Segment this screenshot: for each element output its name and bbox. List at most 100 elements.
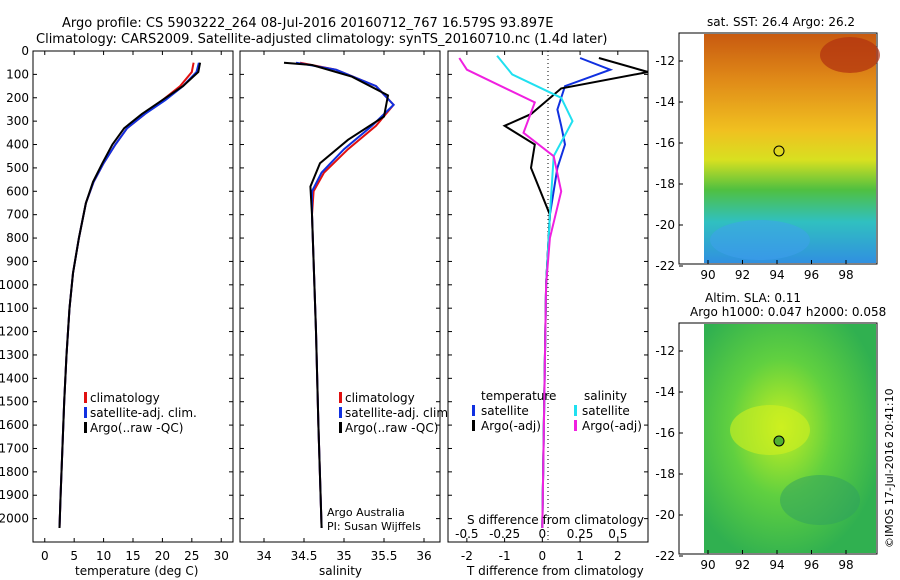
map-y-tick-label: -14: [655, 385, 675, 399]
y-tick-label: 400: [6, 138, 29, 152]
x-tick-label: -2: [461, 549, 473, 563]
y-tick-label: 1600: [0, 418, 29, 432]
map-x-tick-label: 92: [735, 558, 750, 572]
map-x-tick-label: 90: [700, 558, 715, 572]
map-x-tick-label: 94: [769, 268, 784, 282]
annotation-pi: PI: Susan Wijffels: [327, 520, 421, 533]
sst-map-title: sat. SST: 26.4 Argo: 26.2: [707, 15, 855, 29]
temperature-legend: climatology satellite-adj. clim. Argo(..…: [84, 391, 197, 435]
s-tick-label: 0.5: [608, 527, 627, 541]
x-tick-label: 2: [614, 549, 622, 563]
map-x-tick-label: 92: [735, 268, 750, 282]
footer-timestamp: ©IMOS 17-Jul-2016 20:41:10: [883, 388, 896, 548]
salinity-legend: climatology satellite-adj. clim. Argo(..…: [339, 391, 452, 435]
y-tick-label: 1100: [0, 301, 29, 315]
x-tick-label: 0: [41, 549, 49, 563]
series-line-argo-raw-qc-: [58, 62, 202, 529]
difference-plot-frame: [447, 50, 649, 543]
header-line2: Climatology: CARS2009. Satellite-adjuste…: [36, 32, 608, 47]
difference-legend: temperature salinity satellite Argo(-adj…: [472, 389, 642, 433]
map-y-tick-label: -16: [655, 426, 675, 440]
legend-label-sal-satellite: satellite: [582, 404, 630, 418]
sla-map-title1: Altim. SLA: 0.11: [705, 291, 801, 305]
sla-low-patch: [780, 475, 860, 525]
x-tick-label: 34.5: [291, 549, 318, 563]
legend-label-argo: Argo(..raw -QC): [345, 421, 438, 435]
header-line1: Argo profile: CS 5903222_264 08-Jul-2016…: [62, 16, 553, 31]
legend-label-satellite: satellite-adj. clim.: [90, 406, 197, 420]
y-tick-label: 200: [6, 91, 29, 105]
legend-label-climatology: climatology: [345, 391, 415, 405]
map-x-tick-label: 96: [804, 558, 819, 572]
y-tick-label: 1500: [0, 395, 29, 409]
series-line-salinity-argo-adj-: [458, 57, 563, 529]
legend-swatch-satellite: [339, 407, 342, 418]
salinity-xlabel: salinity: [319, 564, 362, 578]
x-tick-label: 36: [416, 549, 431, 563]
map-x-tick-label: 98: [838, 268, 853, 282]
sla-map-title2: Argo h1000: 0.047 h2000: 0.058: [690, 305, 886, 319]
legend-label-argo: Argo(..raw -QC): [90, 421, 183, 435]
map-x-tick-label: 96: [804, 268, 819, 282]
map-y-tick-label: -18: [655, 467, 675, 481]
legend-swatch-climatology: [339, 392, 342, 403]
map-y-tick-label: -22: [655, 259, 675, 273]
x-tick-label: 30: [214, 549, 229, 563]
x-tick-label: 34: [256, 549, 271, 563]
series-line-argo-raw-qc-: [283, 61, 390, 529]
y-tick-label: 1300: [0, 348, 29, 362]
legend-swatch-temp-satellite: [472, 405, 475, 416]
s-difference-xlabel: S difference from climatology: [467, 513, 644, 527]
argo-location-marker: [773, 145, 785, 157]
legend-swatch-sal-satellite: [574, 405, 577, 416]
y-tick-label: 900: [6, 254, 29, 268]
y-tick-label: 100: [6, 67, 29, 81]
t-difference-xlabel: T difference from climatology: [466, 564, 644, 578]
legend-label-satellite: satellite-adj. clim.: [345, 406, 452, 420]
map-x-tick-label: 98: [838, 558, 853, 572]
map-y-tick-label: -12: [655, 344, 675, 358]
s-tick-label: 0.25: [567, 527, 594, 541]
y-tick-label: 1000: [0, 278, 29, 292]
legend-header-temperature: temperature: [481, 389, 556, 403]
temperature-panel: 0100200300400500600700800900100011001200…: [0, 44, 234, 578]
y-tick-label: 600: [6, 184, 29, 198]
y-tick-label: 1200: [0, 325, 29, 339]
x-tick-label: 5: [70, 549, 78, 563]
map-y-tick-label: -20: [655, 218, 675, 232]
map-y-tick-label: -16: [655, 136, 675, 150]
x-tick-label: 25: [184, 549, 199, 563]
difference-panel: -2 -1 0 1 2 -0.5 -0.25 0 0.25 0.5 temperature sal…: [447, 50, 649, 578]
s-tick-label: -0.5: [455, 527, 478, 541]
sla-high-patch: [730, 405, 810, 455]
y-tick-label: 300: [6, 114, 29, 128]
legend-label-sal-argo: Argo(-adj): [582, 419, 642, 433]
sla-map: Altim. SLA: 0.11 Argo h1000: 0.047 h2000…: [655, 291, 886, 572]
x-tick-label: 20: [155, 549, 170, 563]
annotation-argo-australia: Argo Australia: [327, 506, 405, 519]
legend-swatch-climatology: [84, 392, 87, 403]
y-tick-label: 800: [6, 231, 29, 245]
x-tick-label: 35.5: [371, 549, 398, 563]
x-tick-label: 15: [125, 549, 140, 563]
y-tick-label: 2000: [0, 512, 29, 526]
x-tick-label: 35: [336, 549, 351, 563]
s-tick-label: 0: [539, 527, 547, 541]
map-y-tick-label: -12: [655, 54, 675, 68]
legend-label-temp-satellite: satellite: [481, 404, 529, 418]
legend-swatch-satellite: [84, 407, 87, 418]
map-y-tick-label: -14: [655, 95, 675, 109]
legend-swatch-argo: [339, 422, 342, 433]
legend-swatch-sal-argo: [574, 420, 577, 431]
sst-map: sat. SST: 26.4 Argo: 26.2 90 92 94 96 98 -12 -…: [655, 15, 880, 282]
y-tick-label: 1800: [0, 465, 29, 479]
legend-label-temp-argo: Argo(-adj): [481, 419, 541, 433]
y-tick-label: 1400: [0, 371, 29, 385]
s-tick-label: -0.25: [489, 527, 520, 541]
map-x-tick-label: 90: [700, 268, 715, 282]
x-tick-label: 10: [96, 549, 111, 563]
map-x-tick-label: 94: [769, 558, 784, 572]
map-y-tick-label: -22: [655, 549, 675, 563]
y-tick-label: 500: [6, 161, 29, 175]
